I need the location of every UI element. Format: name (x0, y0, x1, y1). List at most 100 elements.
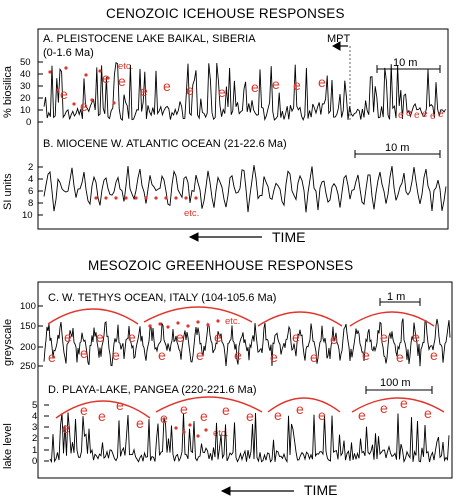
red-dot (216, 319, 220, 323)
scale-bar-b (354, 150, 441, 158)
e-marker: e (438, 109, 444, 120)
red-dot (176, 321, 180, 325)
e-marker: e (400, 395, 408, 411)
e-marker: e (251, 79, 259, 95)
red-dot (182, 430, 186, 434)
e-marker: e (64, 329, 72, 345)
e-marker: e (128, 329, 136, 345)
bottom-frame (37, 281, 453, 479)
ytick: 2 (28, 162, 34, 173)
red-dot (94, 196, 98, 200)
ytick: 3 (32, 422, 38, 433)
top-time-label: TIME (272, 229, 306, 245)
red-dot (144, 196, 148, 200)
trace-d (49, 412, 450, 464)
red-dot (158, 322, 162, 326)
panel-a-label: A. PLEISTOCENE LAKE BAIKAL, SIBERIA (43, 33, 256, 45)
red-dot (64, 66, 68, 70)
red-dot (114, 196, 118, 200)
ytick: 100 (20, 301, 36, 312)
e-marker: e (60, 86, 68, 102)
red-dot (196, 320, 200, 324)
e-marker: e (140, 83, 148, 99)
panel-b-label: B. MIOCENE W. ATLANTIC OCEAN (21-22.6 Ma… (43, 138, 287, 150)
e-marker: e (272, 76, 280, 92)
ytick: 50 (20, 57, 31, 68)
e-marker: e (310, 349, 318, 365)
e-marker: e (116, 397, 124, 413)
red-dot (186, 324, 190, 328)
red-dot (194, 196, 198, 200)
ytick: 20 (20, 93, 31, 104)
panel-a-etc: etc. (118, 61, 134, 72)
e-marker: e (422, 109, 428, 120)
ytick: 200 (20, 342, 36, 353)
e-marker: e (292, 329, 300, 345)
axis-ticks (38, 61, 49, 462)
panel-d-label: D. PLAYA-LAKE, PANGEA (220-221.6 Ma) (48, 384, 257, 396)
panel-d-scale: 100 m (380, 377, 411, 389)
e-marker: e (406, 108, 412, 119)
e-marker: e (293, 77, 301, 93)
ytick: 2 (32, 433, 38, 444)
red-dot (148, 324, 152, 328)
e-marker: e (98, 408, 106, 424)
e-marker: e (396, 349, 404, 365)
panel-a-sublabel: (0-1.6 Ma) (43, 47, 94, 59)
e-marker: e (270, 349, 278, 365)
e-marker: e (398, 110, 404, 121)
red-dot (72, 102, 76, 106)
e-marker: e (136, 415, 144, 431)
red-dot (206, 323, 210, 327)
e-marker: e (430, 347, 438, 363)
red-arc (349, 311, 435, 327)
ytick: 1 (32, 445, 38, 456)
ytick: 5 (32, 400, 38, 411)
e-marker: e (330, 331, 338, 347)
red-dot (106, 76, 110, 80)
e-marker: e (214, 329, 222, 345)
ytick: 30 (20, 81, 31, 92)
panel-c-etc: etc. (225, 316, 241, 327)
scale-bar-d (365, 386, 433, 394)
bottom-title: MESOZOIC GREENHOUSE RESPONSES (88, 258, 354, 273)
ytick: 40 (20, 69, 31, 80)
red-dot (174, 196, 178, 200)
top-title: CENOZOIC ICEHOUSE RESPONSES (106, 6, 345, 21)
panel-a-scale: 10 m (393, 57, 418, 69)
e-marker: e (80, 345, 88, 361)
red-arc (257, 311, 343, 327)
top-frame (37, 28, 449, 230)
ytick: 4 (28, 174, 34, 185)
red-dot (134, 196, 138, 200)
e-marker: e (296, 401, 304, 417)
e-marker: e (180, 401, 188, 417)
scale-bar-a (376, 65, 441, 73)
ytick: 0 (26, 117, 32, 128)
red-dot (164, 196, 168, 200)
e-marker: e (118, 73, 126, 89)
e-marker: e (318, 74, 326, 90)
red-arc (267, 397, 341, 413)
trace-c (43, 318, 451, 367)
red-arc (155, 396, 263, 413)
red-dot (84, 73, 88, 77)
e-marker: e (318, 407, 326, 423)
ytick: 10 (22, 210, 33, 221)
e-marker: e (234, 347, 242, 363)
e-marker: e (430, 111, 436, 122)
panel-d-etc: etc. (213, 428, 229, 439)
e-marker: e (48, 349, 56, 365)
e-marker: e (186, 82, 194, 98)
red-dot (184, 196, 188, 200)
mpt-label: MPT (327, 33, 351, 45)
red-dot (154, 196, 158, 200)
scale-bars (354, 65, 441, 394)
red-dot (188, 423, 192, 427)
e-marker: e (218, 84, 226, 100)
ytick: 8 (28, 198, 34, 209)
ytick: 250 (20, 361, 36, 372)
e-marker: e (163, 78, 171, 94)
e-marker: e (112, 347, 120, 363)
e-marker: e (246, 408, 254, 424)
